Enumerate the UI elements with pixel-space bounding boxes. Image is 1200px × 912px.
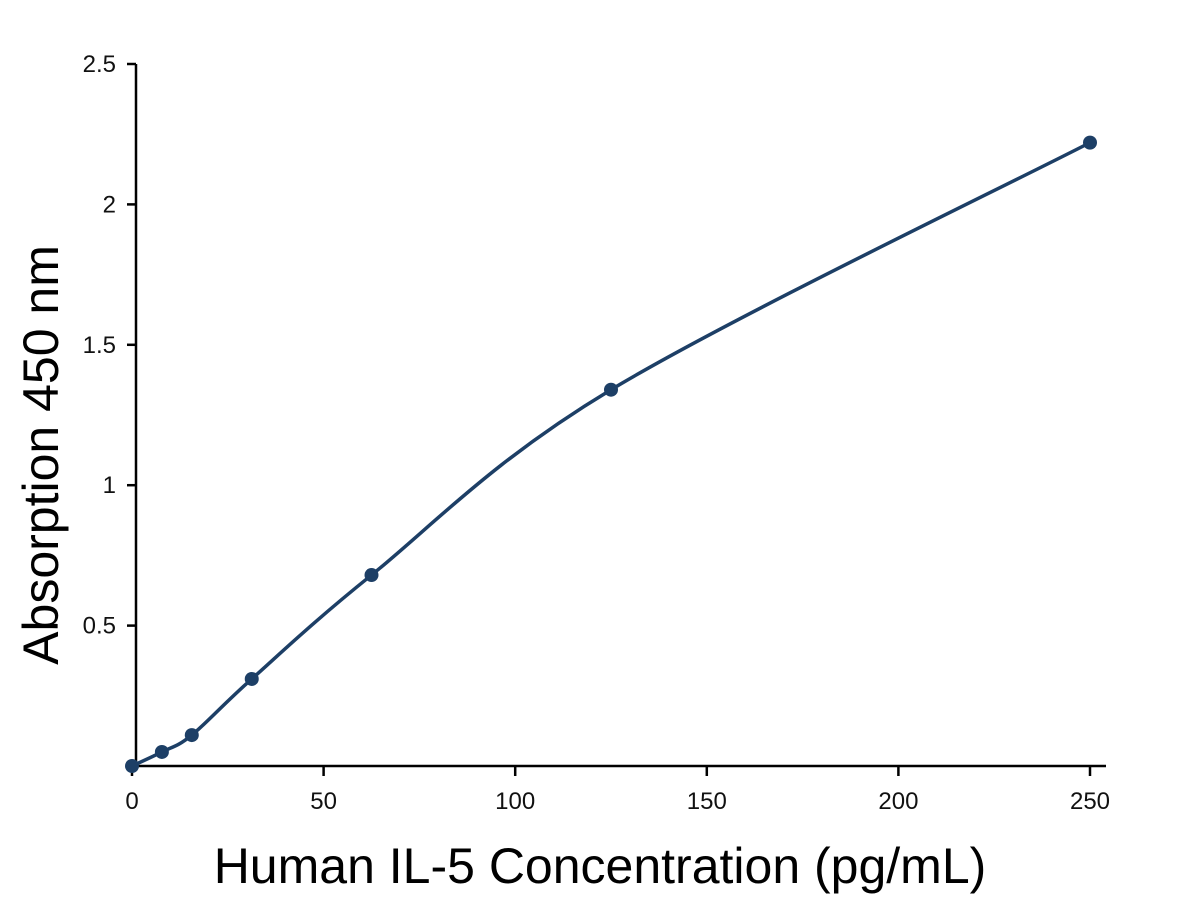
x-tick-label: 250 xyxy=(1070,788,1110,815)
data-point xyxy=(364,568,379,583)
x-tick-label: 150 xyxy=(687,788,727,815)
data-point xyxy=(154,744,169,759)
data-point xyxy=(125,759,139,773)
y-tick-label: 2.5 xyxy=(83,51,116,78)
y-tick-label: 0.5 xyxy=(83,613,116,640)
plot-area xyxy=(125,135,1097,773)
x-tick-label: 100 xyxy=(495,788,535,815)
y-ticks: 0.5 1 1.5 2 2.5 xyxy=(83,51,136,640)
axes xyxy=(128,64,1106,770)
data-point xyxy=(604,382,618,397)
y-axis-title: Absorption 450 nm xyxy=(13,245,69,665)
x-ticks: 0 50 100 150 200 250 xyxy=(125,766,1110,815)
y-tick-label: 1 xyxy=(103,472,116,499)
data-point xyxy=(184,728,199,743)
x-axis-title: Human IL-5 Concentration (pg/mL) xyxy=(214,838,987,894)
data-point xyxy=(1083,135,1097,150)
x-tick-label: 200 xyxy=(878,788,918,815)
y-tick-label: 1.5 xyxy=(83,332,116,359)
data-point xyxy=(244,671,259,686)
y-tick-label: 2 xyxy=(103,191,116,218)
x-tick-label: 0 xyxy=(125,788,138,815)
series-line xyxy=(130,140,1092,768)
x-tick-label: 50 xyxy=(310,788,337,815)
